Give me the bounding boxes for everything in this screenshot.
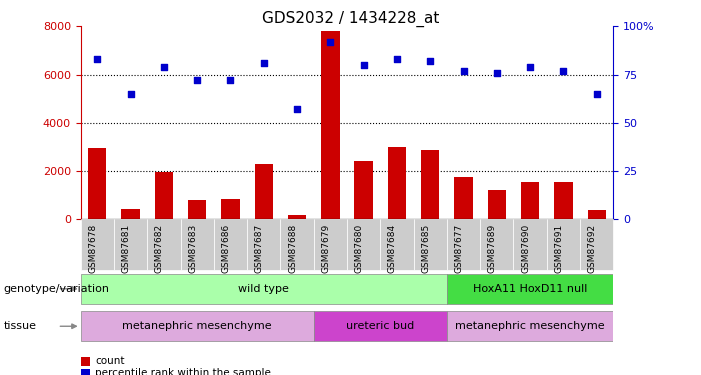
Bar xyxy=(155,172,173,219)
Point xyxy=(591,91,602,97)
Bar xyxy=(247,219,280,270)
Bar xyxy=(447,274,613,304)
Bar xyxy=(81,219,114,270)
Point xyxy=(491,70,503,76)
Text: wild type: wild type xyxy=(238,284,290,294)
Bar xyxy=(355,161,373,219)
Bar xyxy=(454,177,472,219)
Point xyxy=(225,77,236,83)
Bar xyxy=(447,311,613,341)
Text: tissue: tissue xyxy=(4,321,36,331)
Text: GSM87680: GSM87680 xyxy=(355,224,364,273)
Text: GSM87681: GSM87681 xyxy=(121,224,130,273)
Text: genotype/variation: genotype/variation xyxy=(4,284,109,294)
Bar xyxy=(81,274,447,304)
Bar xyxy=(414,219,447,270)
Text: GSM87692: GSM87692 xyxy=(587,224,597,273)
Bar xyxy=(314,311,447,341)
Point xyxy=(191,77,203,83)
Bar xyxy=(222,199,240,219)
Bar xyxy=(388,147,406,219)
Bar xyxy=(121,209,139,219)
Bar xyxy=(147,219,181,270)
Text: HoxA11 HoxD11 null: HoxA11 HoxD11 null xyxy=(473,284,587,294)
Text: GSM87677: GSM87677 xyxy=(454,224,463,273)
Point xyxy=(391,56,402,62)
Bar xyxy=(521,183,539,219)
Bar xyxy=(580,219,613,270)
Text: GSM87685: GSM87685 xyxy=(421,224,430,273)
Bar xyxy=(347,219,381,270)
Bar xyxy=(288,214,306,219)
Text: GSM87688: GSM87688 xyxy=(288,224,297,273)
Point xyxy=(458,68,469,74)
Text: GSM87690: GSM87690 xyxy=(521,224,530,273)
Text: GSM87687: GSM87687 xyxy=(254,224,264,273)
Point xyxy=(158,64,170,70)
Text: metanephric mesenchyme: metanephric mesenchyme xyxy=(456,321,605,331)
Bar xyxy=(81,311,314,341)
Bar xyxy=(88,148,107,219)
Bar xyxy=(480,219,513,270)
Text: GSM87678: GSM87678 xyxy=(88,224,97,273)
Bar xyxy=(254,164,273,219)
Text: GSM87682: GSM87682 xyxy=(155,224,164,273)
Bar xyxy=(514,219,547,270)
Point xyxy=(425,58,436,64)
Bar xyxy=(214,219,247,270)
Point xyxy=(558,68,569,74)
Bar xyxy=(181,219,214,270)
Bar xyxy=(381,219,414,270)
Point xyxy=(524,64,536,70)
Bar xyxy=(587,210,606,219)
Text: GSM87679: GSM87679 xyxy=(321,224,330,273)
Bar xyxy=(488,190,506,219)
Point xyxy=(92,56,103,62)
Bar xyxy=(280,219,314,270)
Bar xyxy=(547,219,580,270)
Bar xyxy=(188,200,206,219)
Bar xyxy=(554,183,573,219)
Text: GSM87683: GSM87683 xyxy=(188,224,197,273)
Text: GDS2032 / 1434228_at: GDS2032 / 1434228_at xyxy=(261,11,440,27)
Text: GSM87691: GSM87691 xyxy=(554,224,564,273)
Bar xyxy=(321,31,339,219)
Text: GSM87684: GSM87684 xyxy=(388,224,397,273)
Bar xyxy=(421,150,440,219)
Text: ureteric bud: ureteric bud xyxy=(346,321,414,331)
Point xyxy=(258,60,269,66)
Text: percentile rank within the sample: percentile rank within the sample xyxy=(95,368,271,375)
Point xyxy=(292,106,303,112)
Bar xyxy=(447,219,480,270)
Text: count: count xyxy=(95,356,125,366)
Point xyxy=(125,91,136,97)
Bar xyxy=(314,219,347,270)
Text: GSM87686: GSM87686 xyxy=(222,224,231,273)
Text: metanephric mesenchyme: metanephric mesenchyme xyxy=(123,321,272,331)
Bar xyxy=(114,219,147,270)
Point xyxy=(325,39,336,45)
Point xyxy=(358,62,369,68)
Text: GSM87689: GSM87689 xyxy=(488,224,497,273)
